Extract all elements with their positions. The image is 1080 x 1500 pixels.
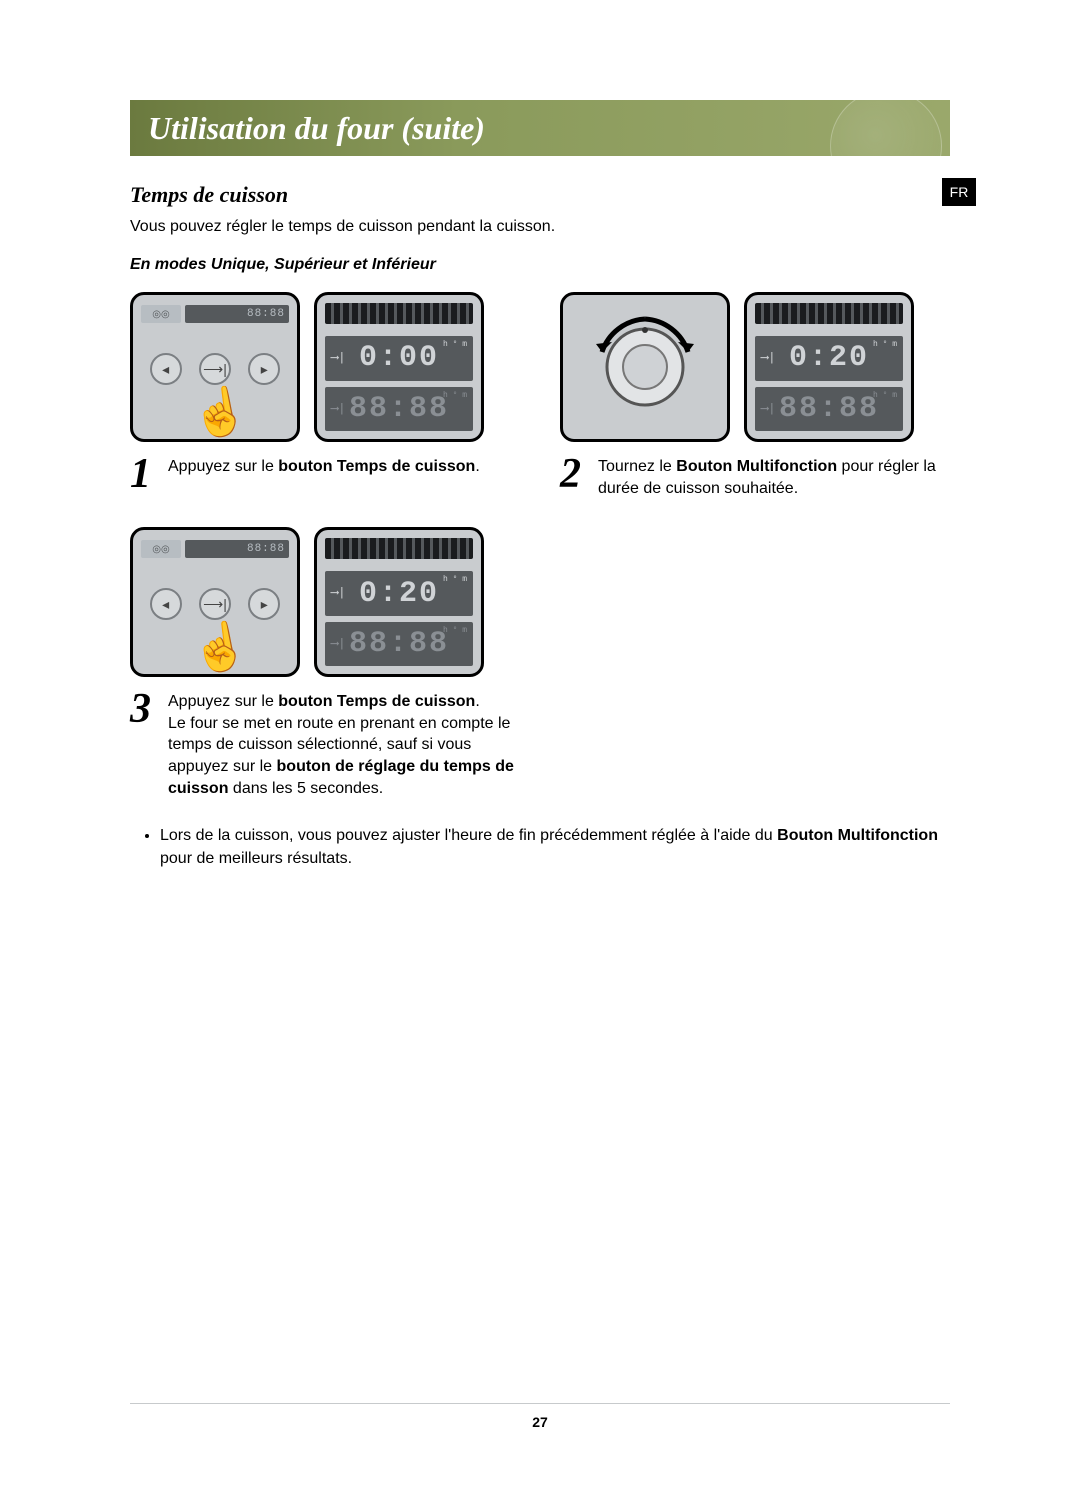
lcd-top-line: ⟶| 0:20 h ° m (325, 571, 473, 615)
header-title: Utilisation du four (suite) (148, 110, 485, 147)
lcd-bottom-line: ⟶| 88:88 h ° m (755, 387, 903, 431)
lcd-top-line: ⟶| 0:00 h ° m (325, 336, 473, 380)
section-title: Temps de cuisson (130, 182, 950, 208)
lcd-units: h ° m (443, 340, 467, 350)
lcd-units: h ° m (443, 626, 467, 636)
right-arrow-button: ▸ (248, 588, 280, 620)
step-pre: Tournez le (598, 458, 676, 475)
step-bold: bouton Temps de cuisson (278, 693, 475, 710)
steps-grid: ◎◎ 88:88 ◂ ⟶| ▸ ☝ ⟶| 0:00 h ° m (130, 292, 950, 799)
lcd-top-value: 0:20 (789, 341, 869, 375)
step-number: 1 (130, 456, 160, 494)
lcd-display-illustration: ⟶| 0:00 h ° m ⟶| 88:88 h ° m (314, 292, 484, 442)
step-extra-post: dans les 5 secondes. (228, 780, 383, 797)
lcd-bottom-value: 88:88 (349, 392, 449, 426)
hand-press-icon: ☝ (187, 384, 251, 439)
page-header: Utilisation du four (suite) (130, 100, 950, 156)
lcd-bottom-line: ⟶| 88:88 h ° m (325, 387, 473, 431)
lcd-prefix-icon: ⟶| (761, 401, 775, 416)
lcd-display-illustration: ⟶| 0:20 h ° m ⟶| 88:88 h ° m (744, 292, 914, 442)
lcd-prefix-icon: ⟶| (331, 350, 345, 365)
step-bold: Bouton Multifonction (676, 458, 837, 475)
lcd-top-line: ⟶| 0:20 h ° m (755, 336, 903, 380)
mini-lcd: 88:88 (185, 305, 289, 323)
mode-icon: ◎◎ (141, 305, 181, 323)
lcd-bottom-line: ⟶| 88:88 h ° m (325, 622, 473, 666)
note-bold: Bouton Multifonction (777, 827, 938, 844)
step-number: 2 (560, 456, 590, 499)
multifunction-dial-icon (590, 312, 700, 422)
step-3-figures: ◎◎ 88:88 ◂ ⟶| ▸ ☝ ⟶| 0:20 h ° m (130, 527, 520, 677)
dial-illustration (560, 292, 730, 442)
step-body: Appuyez sur le bouton Temps de cuisson. … (168, 691, 520, 799)
step-2-text: 2 Tournez le Bouton Multifonction pour r… (560, 456, 950, 499)
lcd-top-value: 0:20 (359, 577, 439, 611)
lcd-units: h ° m (873, 340, 897, 350)
note-list: Lors de la cuisson, vous pouvez ajuster … (130, 825, 950, 870)
lcd-progress-bar (755, 303, 903, 324)
note-post: pour de meilleurs résultats. (160, 850, 352, 867)
step-body: Appuyez sur le bouton Temps de cuisson. (168, 456, 480, 494)
control-panel-illustration: ◎◎ 88:88 ◂ ⟶| ▸ ☝ (130, 527, 300, 677)
page-number: 27 (532, 1414, 548, 1430)
step-1-text: 1 Appuyez sur le bouton Temps de cuisson… (130, 456, 520, 494)
left-arrow-button: ◂ (150, 588, 182, 620)
cooktime-button: ⟶| (199, 588, 231, 620)
step-pre: Appuyez sur le (168, 693, 278, 710)
step-number: 3 (130, 691, 160, 799)
cooktime-button: ⟶| (199, 353, 231, 385)
right-arrow-button: ▸ (248, 353, 280, 385)
step-pre: Appuyez sur le (168, 458, 278, 475)
lcd-top-value: 0:00 (359, 341, 439, 375)
lcd-units: h ° m (443, 391, 467, 401)
note-pre: Lors de la cuisson, vous pouvez ajuster … (160, 827, 777, 844)
language-tab: FR (942, 178, 976, 206)
lcd-progress-bar (325, 303, 473, 324)
step-post: . (475, 458, 479, 475)
lcd-units: h ° m (443, 575, 467, 585)
mini-lcd: 88:88 (185, 540, 289, 558)
step-body: Tournez le Bouton Multifonction pour rég… (598, 456, 950, 499)
lcd-bottom-value: 88:88 (349, 627, 449, 661)
lcd-bottom-value: 88:88 (779, 392, 879, 426)
note-item: Lors de la cuisson, vous pouvez ajuster … (160, 825, 950, 870)
step-post: . (475, 693, 479, 710)
mode-icon: ◎◎ (141, 540, 181, 558)
hand-press-icon: ☝ (187, 620, 251, 675)
lcd-prefix-icon: ⟶| (761, 350, 775, 365)
lcd-units: h ° m (873, 391, 897, 401)
lcd-prefix-icon: ⟶| (331, 585, 345, 600)
mode-subheading: En modes Unique, Supérieur et Inférieur (130, 256, 950, 274)
lcd-display-illustration: ⟶| 0:20 h ° m ⟶| 88:88 h ° m (314, 527, 484, 677)
step-1: ◎◎ 88:88 ◂ ⟶| ▸ ☝ ⟶| 0:00 h ° m (130, 292, 520, 499)
left-arrow-button: ◂ (150, 353, 182, 385)
lcd-prefix-icon: ⟶| (331, 636, 345, 651)
step-1-figures: ◎◎ 88:88 ◂ ⟶| ▸ ☝ ⟶| 0:00 h ° m (130, 292, 520, 442)
step-2: ⟶| 0:20 h ° m ⟶| 88:88 h ° m 2 Tournez l… (560, 292, 950, 499)
step-3-text: 3 Appuyez sur le bouton Temps de cuisson… (130, 691, 520, 799)
intro-text: Vous pouvez régler le temps de cuisson p… (130, 218, 950, 236)
step-bold: bouton Temps de cuisson (278, 458, 475, 475)
step-3: ◎◎ 88:88 ◂ ⟶| ▸ ☝ ⟶| 0:20 h ° m (130, 527, 520, 799)
empty-cell (560, 527, 950, 799)
lcd-prefix-icon: ⟶| (331, 401, 345, 416)
control-panel-illustration: ◎◎ 88:88 ◂ ⟶| ▸ ☝ (130, 292, 300, 442)
page-footer: 27 (130, 1403, 950, 1430)
lcd-progress-bar (325, 538, 473, 559)
step-2-figures: ⟶| 0:20 h ° m ⟶| 88:88 h ° m (560, 292, 950, 442)
